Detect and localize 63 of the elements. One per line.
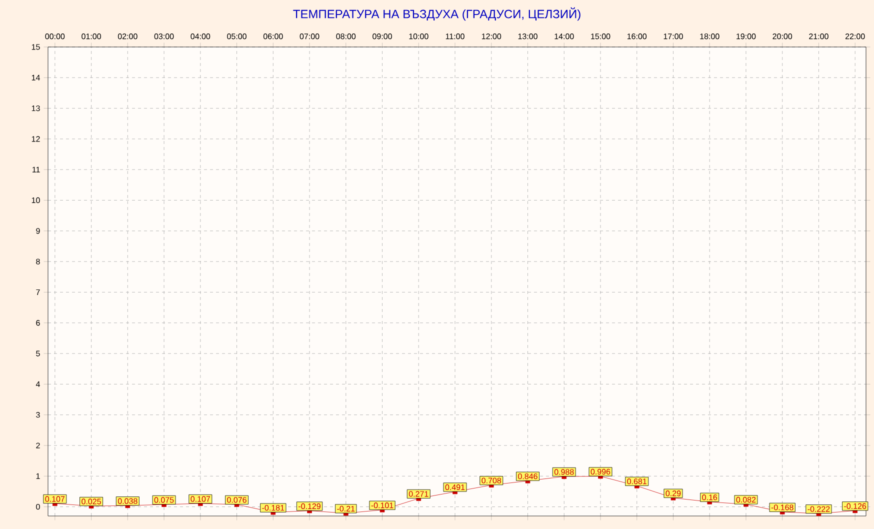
data-label: 0.681 <box>627 478 646 484</box>
x-tick-label: 10:00 <box>409 34 428 40</box>
x-tick-label: 17:00 <box>664 34 683 40</box>
data-label: -0.129 <box>298 503 320 510</box>
data-label: -0.126 <box>844 503 866 509</box>
data-label: 0.708 <box>482 478 502 484</box>
x-tick-label: 07:00 <box>300 34 320 40</box>
x-tick-label: 22:00 <box>845 34 865 40</box>
y-tick-label: 11 <box>32 166 40 172</box>
x-tick-label: 06:00 <box>263 34 283 40</box>
data-label: 0.491 <box>445 484 465 490</box>
data-label: -0.21 <box>337 506 355 512</box>
x-tick-label: 09:00 <box>372 34 392 40</box>
data-label: 0.107 <box>45 496 65 502</box>
x-tick-label: 20:00 <box>772 34 792 40</box>
data-label: 0.988 <box>554 469 574 475</box>
x-tick-label: 14:00 <box>554 34 574 40</box>
y-tick-label: 12 <box>32 136 40 142</box>
x-tick-label: 05:00 <box>227 34 246 40</box>
x-tick-label: 18:00 <box>700 34 720 40</box>
data-label: 0.075 <box>154 497 174 503</box>
x-tick-label: 01:00 <box>82 34 101 40</box>
y-tick-label: 4 <box>36 381 40 387</box>
y-tick-label: 0 <box>36 504 40 510</box>
y-tick-label: 8 <box>36 258 40 264</box>
data-label: 0.846 <box>518 473 538 480</box>
x-tick-label: 12:00 <box>482 34 502 40</box>
x-tick-label: 11:00 <box>446 34 464 40</box>
data-label: -0.222 <box>808 506 830 512</box>
x-tick-label: 04:00 <box>190 34 210 40</box>
x-tick-label: 00:00 <box>45 34 65 40</box>
y-tick-label: 15 <box>32 44 40 50</box>
data-label: 0.076 <box>227 497 246 503</box>
data-label: 0.038 <box>118 498 138 504</box>
y-tick-label: 13 <box>32 105 40 112</box>
data-label: 0.271 <box>408 491 428 497</box>
y-tick-label: 5 <box>36 350 40 356</box>
y-tick-label: 7 <box>36 289 40 295</box>
data-label: -0.101 <box>371 502 394 508</box>
y-tick-label: 10 <box>32 197 40 204</box>
data-label: 0.29 <box>666 490 681 496</box>
data-label: 0.16 <box>702 494 718 500</box>
y-tick-label: 3 <box>36 412 40 418</box>
data-label: 0.025 <box>82 498 101 504</box>
data-label: -0.181 <box>262 504 284 511</box>
x-tick-label: 03:00 <box>154 34 174 40</box>
data-label: 0.996 <box>590 468 610 475</box>
data-label: -0.168 <box>771 504 794 510</box>
chart-title: ТЕМПЕРАТУРА НА ВЪЗДУХА (ГРАДУСИ, ЦЕЛЗИЙ) <box>293 7 580 21</box>
y-tick-label: 2 <box>36 442 40 448</box>
y-tick-label: 9 <box>36 228 40 234</box>
x-tick-label: 02:00 <box>118 34 138 40</box>
y-tick-label: 1 <box>36 473 40 479</box>
x-tick-label: 15:00 <box>591 34 610 40</box>
y-tick-label: 6 <box>36 320 40 326</box>
data-label: 0.082 <box>736 496 756 503</box>
y-tick-label: 14 <box>32 74 40 80</box>
x-tick-label: 08:00 <box>336 34 356 40</box>
data-label: 0.107 <box>190 496 210 502</box>
x-tick-label: 19:00 <box>736 34 756 40</box>
x-tick-label: 16:00 <box>627 34 647 40</box>
x-tick-label: 13:00 <box>518 34 538 40</box>
x-tick-label: 21:00 <box>809 34 828 40</box>
